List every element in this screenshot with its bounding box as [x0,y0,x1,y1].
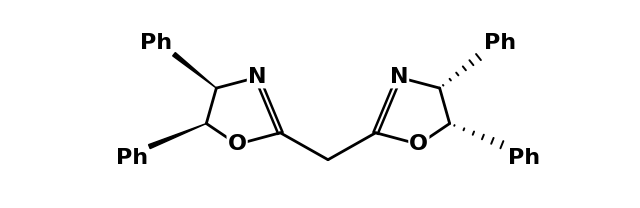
Text: Ph: Ph [140,33,172,53]
Text: Ph: Ph [116,148,148,168]
Text: N: N [390,67,408,87]
Text: O: O [410,134,428,154]
Text: N: N [248,67,266,87]
Text: Ph: Ph [508,148,540,168]
Text: O: O [228,134,246,154]
Polygon shape [148,124,206,149]
Text: Ph: Ph [484,33,516,53]
Polygon shape [173,53,216,88]
